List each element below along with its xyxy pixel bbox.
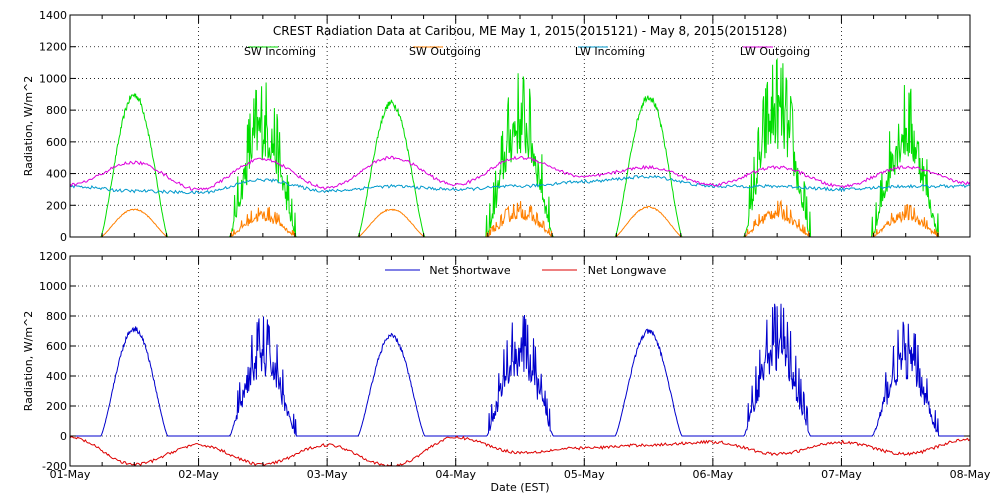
x-tick-label: 05-May: [564, 468, 605, 481]
bottom-panel: -200 0 200 400 600 800 1000 1200 01-May 02-May 03-…: [22, 250, 991, 494]
series-line-sw-outgoing: [70, 199, 970, 237]
y-tick-label: 0: [60, 430, 67, 443]
x-tick-label: 01-May: [50, 468, 91, 481]
y-tick-label: 200: [46, 400, 67, 413]
x-tick-label: 02-May: [178, 468, 219, 481]
legend-label: SW Outgoing: [409, 45, 481, 58]
series-line-sw-incoming: [70, 57, 970, 237]
series-line-net-shortwave: [70, 303, 970, 437]
x-tick-label: 04-May: [435, 468, 476, 481]
series-line-lw-incoming: [70, 174, 970, 195]
legend-label: LW Outgoing: [740, 45, 810, 58]
x-tick-label: 08-May: [950, 468, 991, 481]
y-tick-label: 1000: [39, 72, 67, 85]
y-tick-label: 1200: [39, 250, 67, 263]
y-tick-label: 1000: [39, 280, 67, 293]
series-line-lw-outgoing: [70, 155, 970, 191]
x-tick-label: 03-May: [307, 468, 348, 481]
x-tick-label: 07-May: [821, 468, 862, 481]
legend-label: Net Longwave: [588, 264, 667, 277]
top-panel: 0 200 400 600 800 1000 1200 1400 Radiation, W/m^…: [22, 9, 971, 244]
y-tick-label: 200: [46, 199, 67, 212]
y-tick-label: -200: [42, 460, 67, 473]
y-tick-label: 400: [46, 168, 67, 181]
y-tick-label: 600: [46, 340, 67, 353]
y-tick-label: 1400: [39, 9, 67, 22]
y-tick-label: 400: [46, 370, 67, 383]
x-tick-label: 06-May: [692, 468, 733, 481]
chart-title: CREST Radiation Data at Caribou, ME May …: [273, 24, 787, 38]
legend-label: LW Incoming: [575, 45, 645, 58]
y-axis-title: Radiation, W/m^2: [22, 311, 35, 412]
series-line-net-longwave: [70, 435, 970, 466]
y-tick-label: 800: [46, 310, 67, 323]
y-tick-label: 0: [60, 231, 67, 244]
legend-label: SW Incoming: [244, 45, 316, 58]
x-axis-title: Date (EST): [490, 481, 549, 494]
y-axis-title: Radiation, W/m^2: [22, 76, 35, 177]
y-tick-label: 800: [46, 104, 67, 117]
y-tick-label: 600: [46, 136, 67, 149]
y-tick-label: 1200: [39, 41, 67, 54]
legend-label: Net Shortwave: [429, 264, 511, 277]
